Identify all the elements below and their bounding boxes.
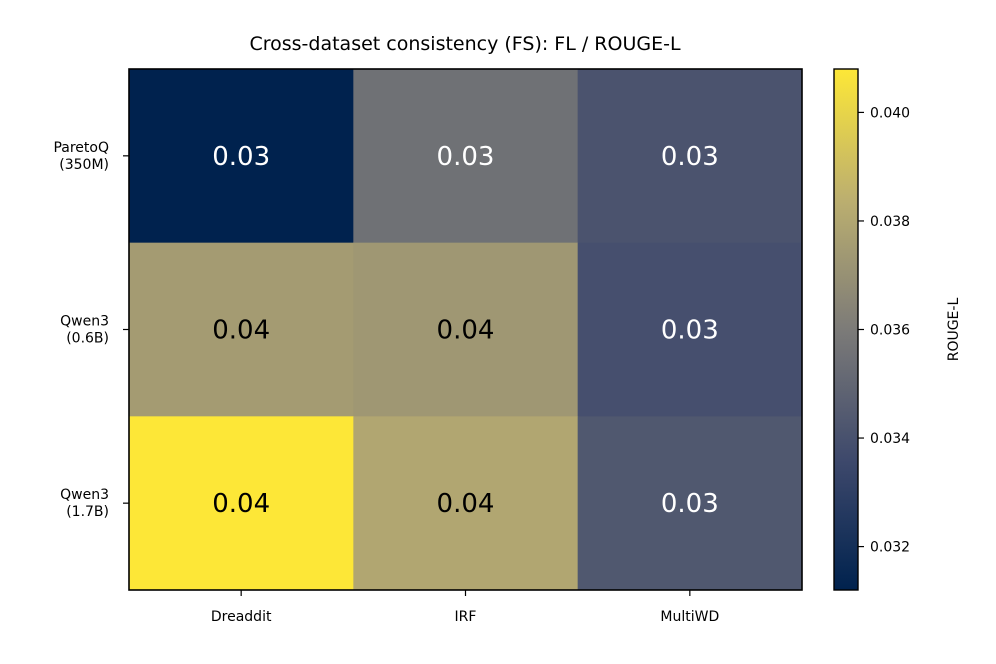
cell-label: 0.04 <box>437 316 495 346</box>
cell-label: 0.03 <box>661 489 719 519</box>
heatmap-cell <box>129 69 354 244</box>
y-tick-label: (1.7B) <box>66 504 109 520</box>
cell-label: 0.03 <box>661 142 719 172</box>
cell-label: 0.04 <box>212 316 270 346</box>
cell-label: 0.04 <box>212 489 270 519</box>
colorbar-gradient <box>834 69 858 590</box>
x-axis: Dreaddit IRF MultiWD <box>211 590 719 625</box>
colorbar-tick-label: 0.034 <box>870 431 910 447</box>
y-tick-label: (0.6B) <box>66 331 109 347</box>
heatmap-cell <box>577 416 803 591</box>
y-tick-label: Qwen3 <box>60 487 109 503</box>
colorbar-tick-label: 0.036 <box>870 323 910 339</box>
heatmap-cell <box>129 416 354 591</box>
cell-label: 0.03 <box>661 316 719 346</box>
heatmap-cell <box>353 416 579 591</box>
colorbar-tick-label: 0.032 <box>870 540 910 556</box>
colorbar-label: ROUGE-L <box>946 298 962 362</box>
cell-label: 0.03 <box>212 142 270 172</box>
colorbar-tick-label: 0.038 <box>870 214 910 230</box>
x-tick-label: Dreaddit <box>211 609 272 625</box>
chart-title: Cross-dataset consistency (FS): FL / ROU… <box>249 33 680 55</box>
x-tick-label: MultiWD <box>660 609 719 625</box>
heatmap-cell <box>129 242 354 417</box>
y-tick-label: ParetoQ <box>53 140 109 156</box>
y-tick-label: (350M) <box>59 157 109 173</box>
cell-label: 0.04 <box>437 489 495 519</box>
plot-frame <box>128 68 803 591</box>
heatmap-cell <box>353 242 579 417</box>
y-axis: ParetoQ(350M)Qwen3(0.6B)Qwen3(1.7B) <box>53 140 129 520</box>
heatmap-cells <box>129 69 803 591</box>
heatmap-cell <box>577 69 803 244</box>
x-tick-label: IRF <box>455 609 477 625</box>
heatmap-cell <box>353 69 579 244</box>
heatmap-cell <box>577 242 803 417</box>
colorbar: 0.032 0.034 0.036 0.038 0.040 <box>833 68 910 591</box>
cell-labels: 0.03 0.03 0.03 0.04 0.04 0.03 0.04 0.04 0.03 <box>212 142 719 519</box>
cell-label: 0.03 <box>437 142 495 172</box>
y-tick-label: Qwen3 <box>60 314 109 330</box>
colorbar-tick-label: 0.040 <box>870 105 910 121</box>
